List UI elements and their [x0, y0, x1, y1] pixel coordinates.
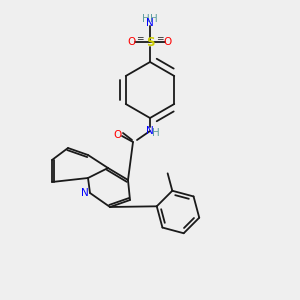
- Text: S: S: [146, 35, 154, 49]
- Text: O: O: [128, 37, 136, 47]
- Text: O: O: [164, 37, 172, 47]
- Text: N: N: [146, 126, 154, 136]
- Text: H: H: [142, 14, 150, 24]
- Text: =: =: [136, 34, 144, 43]
- Text: =: =: [156, 34, 164, 43]
- Text: O: O: [114, 130, 122, 140]
- Text: H: H: [152, 128, 160, 138]
- Text: N: N: [146, 18, 154, 28]
- Text: H: H: [150, 14, 158, 24]
- Text: N: N: [81, 188, 89, 198]
